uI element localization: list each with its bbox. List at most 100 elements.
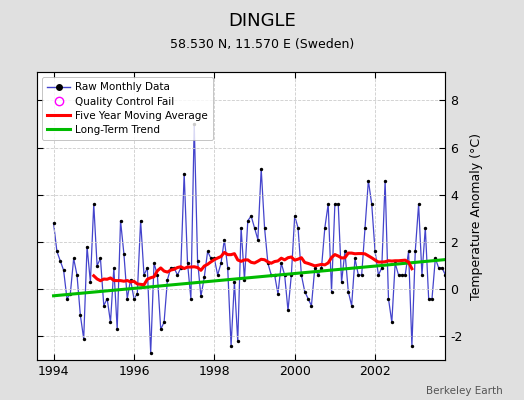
Point bbox=[116, 218, 125, 224]
Point bbox=[354, 272, 363, 278]
Point bbox=[66, 291, 74, 297]
Point bbox=[163, 276, 172, 283]
Point bbox=[237, 225, 245, 231]
Point bbox=[328, 288, 336, 295]
Point bbox=[434, 265, 443, 271]
Y-axis label: Temperature Anomaly (°C): Temperature Anomaly (°C) bbox=[470, 132, 483, 300]
Point bbox=[157, 326, 165, 332]
Legend: Raw Monthly Data, Quality Control Fail, Five Year Moving Average, Long-Term Tren: Raw Monthly Data, Quality Control Fail, … bbox=[42, 77, 213, 140]
Point bbox=[284, 307, 292, 314]
Point bbox=[80, 336, 88, 342]
Point bbox=[371, 248, 379, 255]
Point bbox=[217, 260, 225, 266]
Point bbox=[86, 279, 95, 285]
Point bbox=[431, 255, 440, 262]
Point bbox=[200, 274, 209, 280]
Text: Berkeley Earth: Berkeley Earth bbox=[427, 386, 503, 396]
Point bbox=[364, 177, 373, 184]
Point bbox=[311, 265, 319, 271]
Point bbox=[264, 260, 272, 266]
Point bbox=[220, 236, 228, 243]
Point bbox=[230, 279, 238, 285]
Point bbox=[167, 265, 175, 271]
Point bbox=[388, 319, 396, 326]
Point bbox=[378, 265, 386, 271]
Point bbox=[63, 296, 71, 302]
Point bbox=[395, 272, 403, 278]
Point bbox=[361, 225, 369, 231]
Point bbox=[324, 201, 332, 207]
Point bbox=[381, 177, 389, 184]
Point bbox=[401, 272, 409, 278]
Point bbox=[140, 272, 148, 278]
Point bbox=[193, 258, 202, 264]
Point bbox=[49, 220, 58, 226]
Point bbox=[190, 121, 199, 127]
Point bbox=[398, 272, 406, 278]
Point bbox=[130, 296, 138, 302]
Point bbox=[331, 201, 339, 207]
Point bbox=[70, 255, 78, 262]
Point bbox=[143, 265, 151, 271]
Text: DINGLE: DINGLE bbox=[228, 12, 296, 30]
Point bbox=[183, 260, 192, 266]
Point bbox=[103, 296, 111, 302]
Point bbox=[408, 343, 416, 349]
Point bbox=[136, 218, 145, 224]
Point bbox=[318, 265, 326, 271]
Point bbox=[260, 225, 269, 231]
Point bbox=[153, 272, 161, 278]
Point bbox=[244, 218, 252, 224]
Point bbox=[173, 272, 182, 278]
Point bbox=[247, 213, 255, 219]
Point bbox=[337, 279, 346, 285]
Point bbox=[280, 272, 289, 278]
Point bbox=[321, 225, 329, 231]
Point bbox=[119, 250, 128, 257]
Point bbox=[357, 272, 366, 278]
Point bbox=[347, 302, 356, 309]
Point bbox=[267, 272, 276, 278]
Point bbox=[83, 244, 91, 250]
Point bbox=[196, 293, 205, 300]
Point bbox=[210, 255, 219, 262]
Point bbox=[414, 201, 423, 207]
Point bbox=[405, 248, 413, 255]
Point bbox=[110, 265, 118, 271]
Point bbox=[73, 272, 81, 278]
Point bbox=[428, 296, 436, 302]
Point bbox=[277, 260, 286, 266]
Point bbox=[180, 170, 188, 177]
Point bbox=[93, 262, 101, 269]
Point bbox=[287, 272, 296, 278]
Point bbox=[160, 319, 168, 326]
Point bbox=[177, 265, 185, 271]
Point bbox=[344, 288, 353, 295]
Point bbox=[250, 225, 259, 231]
Point bbox=[424, 296, 433, 302]
Point bbox=[53, 248, 61, 255]
Point bbox=[444, 336, 453, 342]
Point bbox=[367, 201, 376, 207]
Point bbox=[76, 312, 84, 318]
Point bbox=[106, 319, 115, 326]
Point bbox=[241, 276, 249, 283]
Point bbox=[448, 296, 456, 302]
Point bbox=[441, 272, 450, 278]
Point bbox=[96, 255, 105, 262]
Point bbox=[90, 201, 98, 207]
Point bbox=[100, 302, 108, 309]
Point bbox=[59, 267, 68, 274]
Point bbox=[314, 272, 322, 278]
Point bbox=[126, 276, 135, 283]
Point bbox=[307, 302, 315, 309]
Point bbox=[234, 338, 242, 344]
Point bbox=[304, 296, 312, 302]
Point bbox=[384, 296, 392, 302]
Point bbox=[147, 350, 155, 356]
Point bbox=[294, 225, 302, 231]
Point bbox=[274, 291, 282, 297]
Point bbox=[297, 272, 305, 278]
Point bbox=[224, 265, 232, 271]
Point bbox=[257, 166, 265, 172]
